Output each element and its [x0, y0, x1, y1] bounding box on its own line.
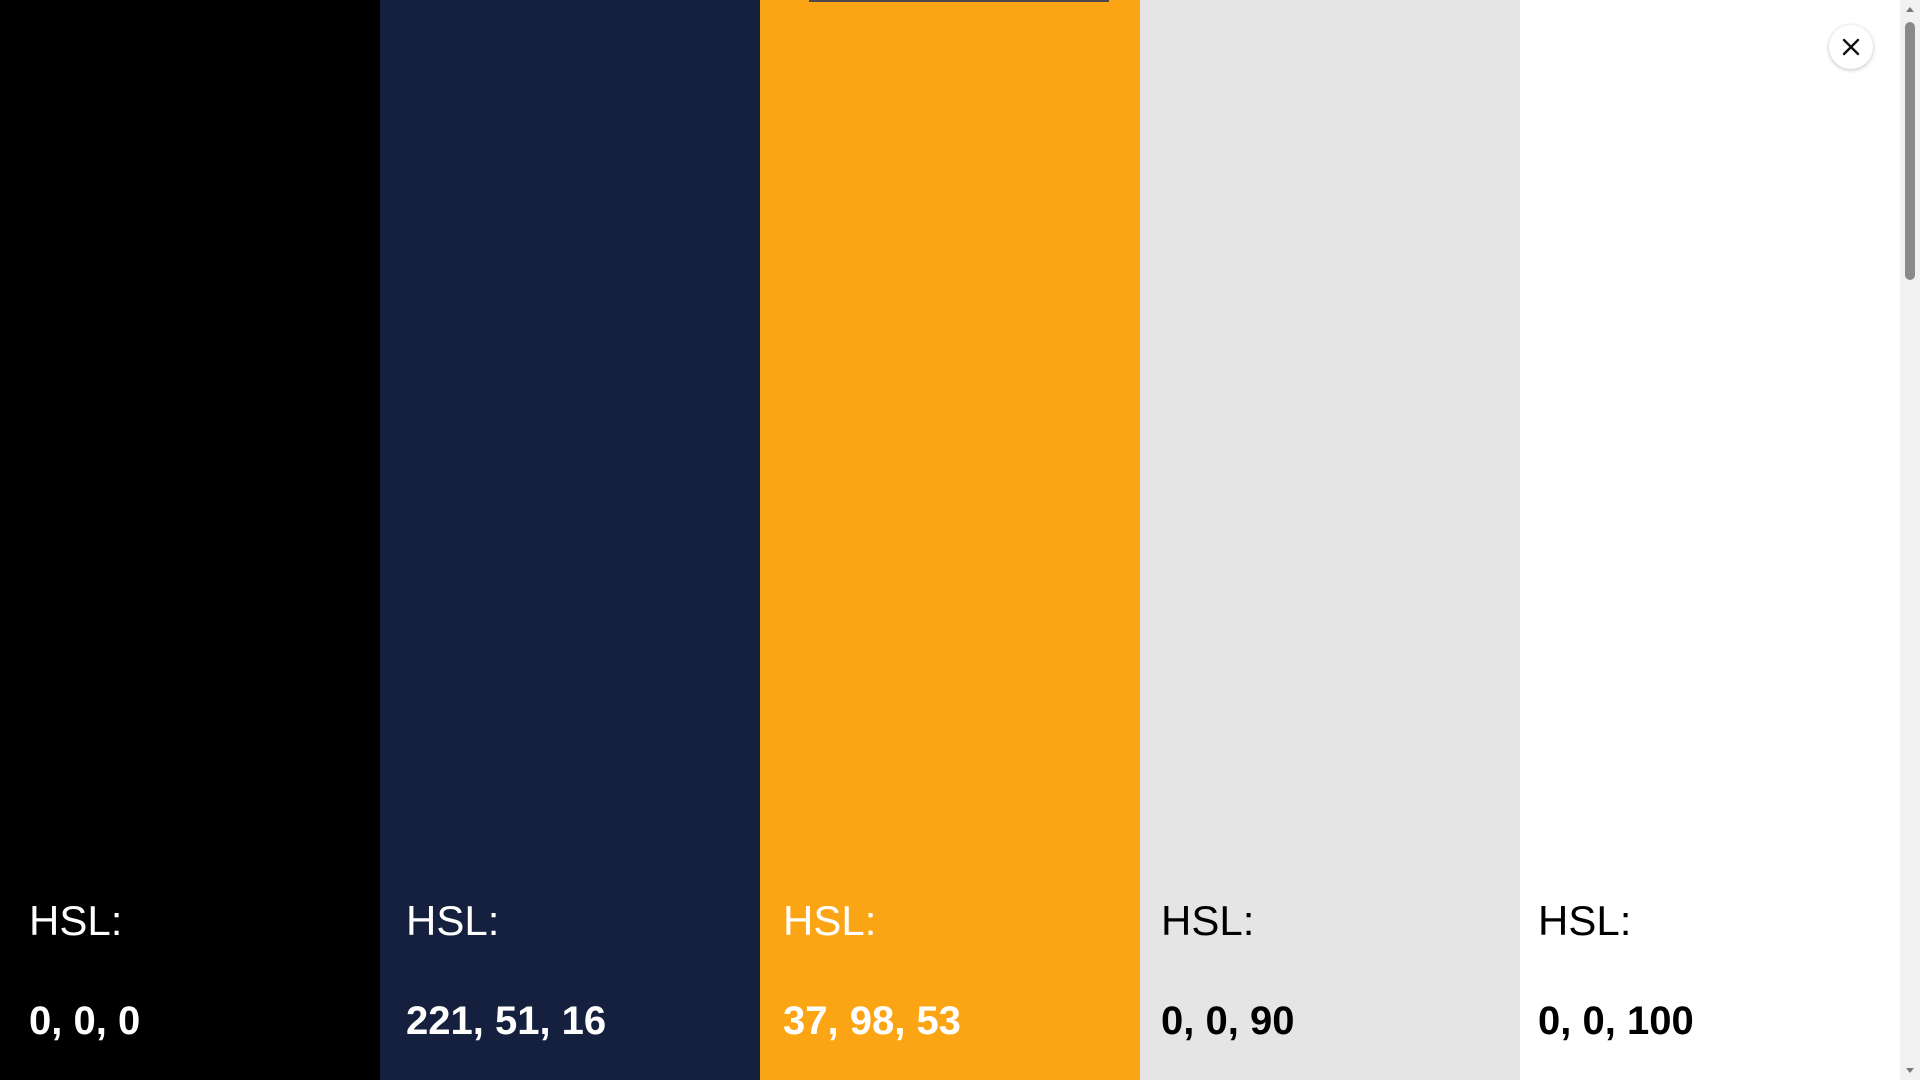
- hsl-label: HSL:: [783, 897, 877, 944]
- hsl-value: 37, 98, 53: [783, 999, 961, 1043]
- hsl-value: 0, 0, 100: [1538, 999, 1694, 1043]
- hsl-value: 0, 0, 0: [29, 999, 141, 1043]
- chevron-up-icon: [1905, 0, 1915, 18]
- vertical-scrollbar[interactable]: [1900, 0, 1920, 1080]
- swatch-light-gray[interactable]: HSL: 0, 0, 90: [1140, 0, 1520, 1080]
- scroll-down-button[interactable]: [1900, 1062, 1920, 1080]
- swatch-black[interactable]: HSL: 0, 0, 0: [0, 0, 380, 1080]
- chevron-down-icon: [1905, 1062, 1915, 1080]
- swatch-orange[interactable]: HSL: 37, 98, 53: [760, 0, 1140, 1080]
- hsl-label: HSL:: [406, 897, 500, 944]
- close-button[interactable]: [1829, 25, 1873, 69]
- hsl-label: HSL:: [1161, 897, 1255, 944]
- scroll-up-button[interactable]: [1900, 0, 1920, 18]
- swatch-navy[interactable]: HSL: 221, 51, 16: [380, 0, 760, 1080]
- close-icon: [1841, 37, 1861, 57]
- top-divider-line: [809, 0, 1109, 2]
- hsl-label: HSL:: [29, 897, 123, 944]
- scrollbar-thumb[interactable]: [1905, 22, 1915, 280]
- hsl-label: HSL:: [1538, 897, 1632, 944]
- hsl-value: 221, 51, 16: [406, 999, 607, 1043]
- swatch-white[interactable]: HSL: 0, 0, 100: [1520, 0, 1900, 1080]
- hsl-value: 0, 0, 90: [1161, 999, 1295, 1043]
